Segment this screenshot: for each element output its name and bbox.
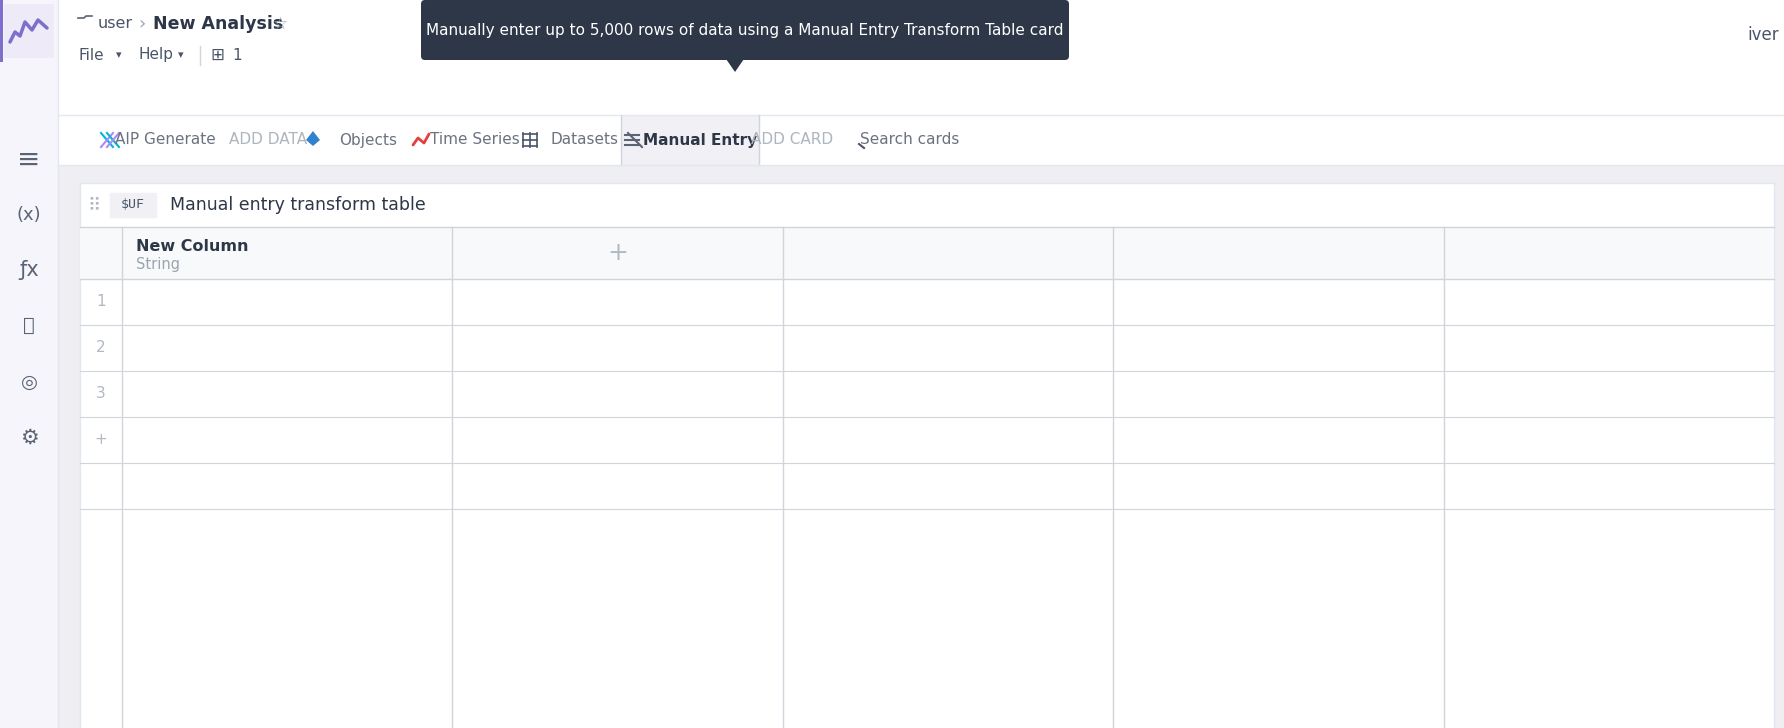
Text: String: String — [136, 257, 180, 272]
Text: ▾: ▾ — [116, 50, 121, 60]
Text: Objects: Objects — [339, 132, 398, 148]
Polygon shape — [307, 131, 319, 146]
Text: user: user — [98, 17, 134, 31]
Text: Help: Help — [137, 47, 173, 63]
Text: Datasets: Datasets — [551, 132, 619, 148]
Polygon shape — [724, 56, 746, 72]
Text: ƒx: ƒx — [20, 260, 39, 280]
Bar — [0, 0, 4, 62]
Text: 1: 1 — [96, 295, 105, 309]
FancyBboxPatch shape — [421, 0, 1069, 60]
Text: Manual entry transform table: Manual entry transform table — [169, 196, 426, 214]
Bar — [59, 165, 1784, 728]
Bar — [80, 279, 1773, 325]
Text: ☆: ☆ — [273, 15, 287, 33]
Text: ADD CARD: ADD CARD — [751, 132, 833, 148]
Bar — [621, 115, 758, 165]
Text: Manual Entry: Manual Entry — [642, 132, 756, 148]
Text: (x): (x) — [16, 206, 41, 224]
Bar — [80, 417, 1773, 463]
Text: ◎: ◎ — [20, 373, 37, 392]
Text: New Analysis: New Analysis — [153, 15, 284, 33]
Text: ⚙: ⚙ — [20, 428, 39, 448]
Bar — [4, 4, 54, 58]
Bar — [80, 227, 1773, 279]
Bar — [80, 325, 1773, 371]
Bar — [80, 183, 1773, 728]
Text: ⬜: ⬜ — [23, 315, 36, 334]
Text: 3: 3 — [96, 387, 105, 402]
Text: Manually enter up to 5,000 rows of data using a Manual Entry Transform Table car: Manually enter up to 5,000 rows of data … — [426, 23, 1063, 38]
Text: +: + — [95, 432, 107, 448]
Text: 1: 1 — [232, 47, 241, 63]
Bar — [78, 18, 93, 29]
Text: ▾: ▾ — [178, 50, 184, 60]
Text: 2: 2 — [96, 341, 105, 355]
Text: Time Series: Time Series — [430, 132, 519, 148]
Text: ⠿: ⠿ — [87, 196, 100, 214]
Bar — [59, 115, 1784, 165]
Text: iver: iver — [1747, 26, 1779, 44]
Bar — [80, 463, 1773, 509]
Bar — [0, 0, 59, 728]
Text: $UF: $UF — [121, 199, 145, 212]
Text: ≡: ≡ — [18, 146, 41, 174]
Text: New Column: New Column — [136, 240, 248, 254]
Text: ›: › — [137, 15, 145, 33]
Bar — [80, 371, 1773, 417]
Text: ADD DATA: ADD DATA — [228, 132, 307, 148]
Text: ⊞: ⊞ — [211, 46, 223, 64]
Bar — [111, 193, 155, 217]
Bar — [59, 0, 1784, 115]
Text: +: + — [607, 241, 628, 265]
Text: Search cards: Search cards — [860, 132, 960, 148]
Text: File: File — [78, 47, 103, 63]
Text: AIP Generate: AIP Generate — [114, 132, 216, 148]
